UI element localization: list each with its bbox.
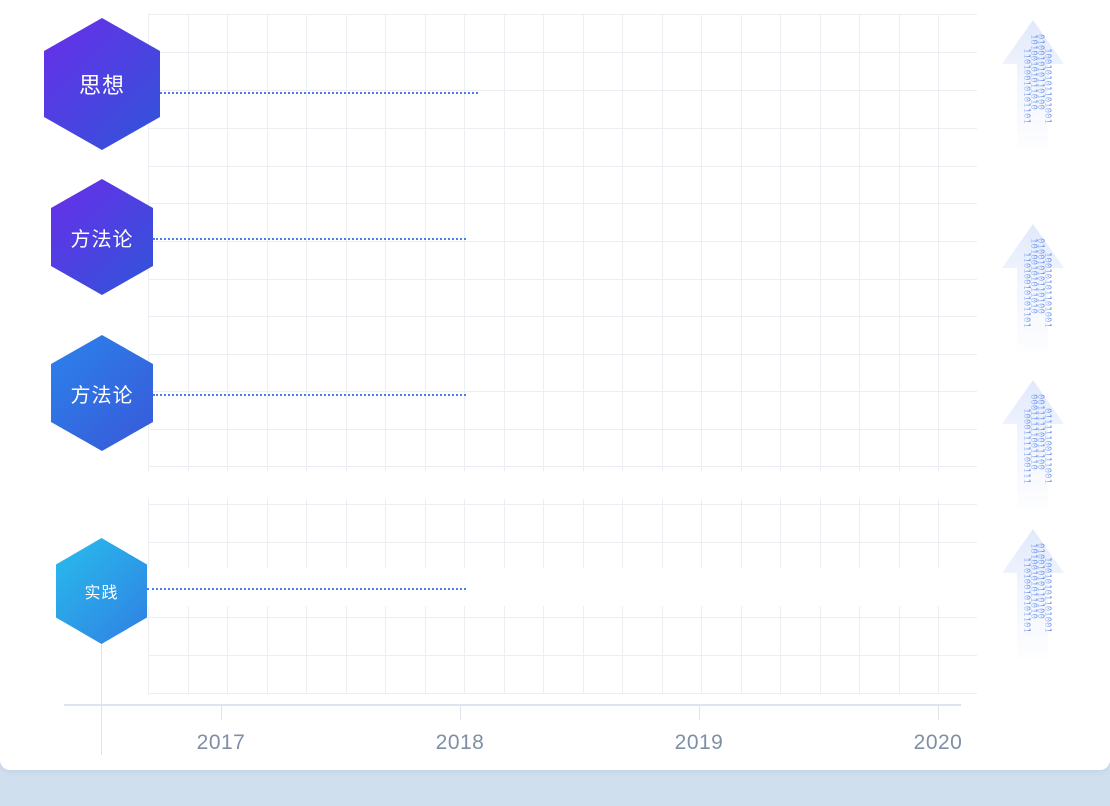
node-label: 思想 <box>78 73 125 98</box>
svg-text:11010010101101: 11010010101101 <box>1021 557 1031 633</box>
year-label-2019: 2019 <box>674 731 724 754</box>
axis-tick <box>938 705 939 720</box>
node-thought[interactable]: 思想 <box>44 18 160 150</box>
node-methodology-2[interactable]: 方法论 <box>51 335 153 451</box>
grid-gap <box>148 471 977 499</box>
binary-up-arrow-icon: 1101001010110110100101011010010010101101… <box>1002 529 1064 659</box>
connector-line-practice <box>147 588 466 590</box>
node-label: 方法论 <box>70 228 134 251</box>
svg-text:10010101101001: 10010101101001 <box>1042 557 1052 633</box>
svg-text:00011111001110: 00011111001110 <box>1028 394 1038 470</box>
axis-tick <box>221 705 222 720</box>
connector-line-methodology-1 <box>153 238 466 240</box>
year-label-2020: 2020 <box>913 731 963 754</box>
node-label: 方法论 <box>70 384 134 407</box>
timeline-stem <box>101 640 102 755</box>
svg-text:10001111100111: 10001111100111 <box>1021 408 1031 484</box>
diagram-card: 2017 2018 2019 2020 思想 方法论 方法论 实践 110100… <box>44 14 1064 755</box>
year-label-2018: 2018 <box>435 731 485 754</box>
binary-up-arrow-icon: 1000111110011100011111001110001111100111… <box>1002 380 1064 510</box>
year-label-2017: 2017 <box>196 731 246 754</box>
connector-line-methodology-2 <box>153 394 466 396</box>
svg-text:00111110011100: 00111110011100 <box>1035 394 1045 470</box>
axis-tick <box>460 705 461 720</box>
axis-tick <box>699 705 700 720</box>
svg-text:10100101011010: 10100101011010 <box>1028 543 1038 619</box>
binary-up-arrow-icon: 1101001010110110100101011010010010101101… <box>1002 224 1064 352</box>
svg-text:10100101011010: 10100101011010 <box>1028 34 1038 110</box>
svg-text:10100101011010: 10100101011010 <box>1028 238 1038 314</box>
svg-text:10010101101001: 10010101101001 <box>1042 48 1052 124</box>
grid-gap <box>148 568 977 606</box>
connector-line-thought <box>160 92 478 94</box>
svg-text:10010101101001: 10010101101001 <box>1042 252 1052 328</box>
binary-up-arrow-icon: 1101001010110110100101011010010010101101… <box>1002 20 1064 150</box>
node-label: 实践 <box>84 585 119 602</box>
svg-text:01111100111001: 01111100111001 <box>1042 408 1052 484</box>
svg-text:11010010101101: 11010010101101 <box>1021 48 1031 124</box>
svg-text:01001010110100: 01001010110100 <box>1035 238 1045 314</box>
node-practice[interactable]: 实践 <box>56 538 147 644</box>
svg-text:01001010110100: 01001010110100 <box>1035 543 1045 619</box>
svg-text:11010010101101: 11010010101101 <box>1021 252 1031 328</box>
timeline-axis <box>64 704 961 706</box>
node-methodology-1[interactable]: 方法论 <box>51 179 153 295</box>
svg-text:01001010110100: 01001010110100 <box>1035 34 1045 110</box>
